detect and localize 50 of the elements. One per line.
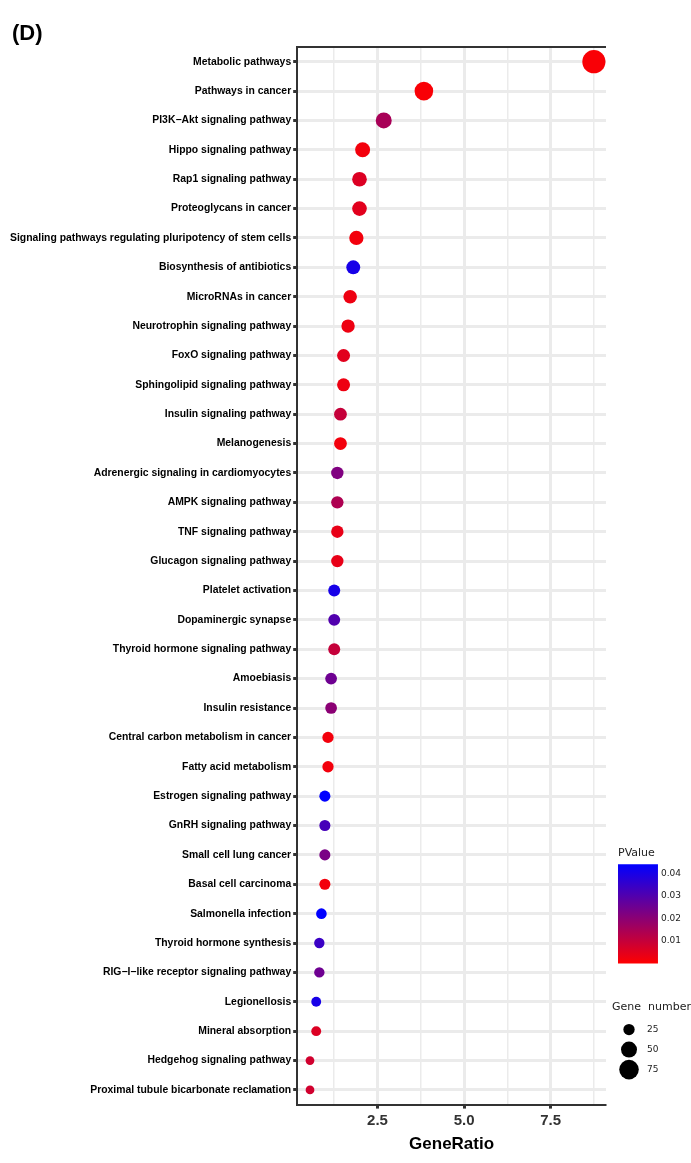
y-tick-label: Proteoglycans in cancer [171, 202, 292, 214]
y-tick-label: Neurotrophin signaling pathway [132, 319, 292, 331]
y-tick-label: GnRH signaling pathway [168, 819, 292, 831]
y-tick-label: MicroRNAs in cancer [186, 290, 292, 302]
y-tick-label: Sphingolipid signaling pathway [135, 378, 292, 390]
x-tick-label: 7.5 [540, 1110, 562, 1128]
y-tick-label: TNF signaling pathway [178, 525, 292, 537]
y-tick-label: Basal cell carcinoma [188, 878, 292, 890]
color-bar-label: 0.01 [660, 934, 682, 945]
x-tick-label: 2.5 [367, 1110, 388, 1128]
y-tick-label: Proximal tubule bicarbonate reclamation [90, 1083, 292, 1095]
color-bar-label: 0.02 [660, 912, 682, 923]
y-tick-label: Adrenergic signaling in cardiomyocytes [93, 466, 292, 478]
y-tick-label: Biosynthesis of antibiotics [158, 261, 292, 273]
y-tick-label: Hedgehog signaling pathway [147, 1054, 292, 1066]
y-tick-label: Metabolic pathways [193, 55, 292, 67]
y-tick-label: PI3K−Akt signaling pathway [152, 114, 292, 126]
y-tick-label: Rap1 signaling pathway [172, 173, 292, 185]
color-bar-title: PValue [618, 846, 656, 860]
legend-label: 50 [647, 1043, 659, 1054]
color-bar-label: 0.03 [660, 889, 682, 900]
text: (D) [12, 20, 43, 45]
color-bar-label: 0.04 [660, 867, 682, 878]
y-tick-label: RIG−I−like receptor signaling pathway [102, 966, 292, 978]
y-tick-label: Salmonella infection [190, 907, 292, 919]
y-tick-label: Pathways in cancer [194, 84, 292, 96]
y-tick-label: Central carbon metabolism in cancer [108, 731, 292, 743]
y-tick-label: Signaling pathways regulating pluripotency of stem cells [9, 231, 292, 243]
y-tick-label: Dopaminergic synapse [177, 613, 292, 625]
y-tick-label: FoxO signaling pathway [171, 349, 292, 361]
y-tick-label: Hippo signaling pathway [168, 143, 292, 155]
y-tick-label: Estrogen signaling pathway [153, 789, 292, 801]
y-tick-label: Thyroid hormone synthesis [154, 936, 292, 948]
y-tick-label: Thyroid hormone signaling pathway [112, 643, 292, 655]
x-axis-title: GeneRatio [409, 1134, 495, 1154]
y-tick-label: Insulin signaling pathway [164, 408, 292, 420]
y-tick-label: Platelet activation [202, 584, 292, 596]
y-tick-label: Mineral absorption [198, 1025, 292, 1037]
y-tick-label: Fatty acid metabolism [182, 760, 292, 772]
y-tick-label: AMPK signaling pathway [167, 496, 292, 508]
y-tick-label: Melanogenesis [216, 437, 292, 449]
legend-label: 75 [647, 1063, 659, 1074]
y-tick-label: Glucagon signaling pathway [150, 554, 292, 566]
y-tick-label: Legionellosis [224, 995, 292, 1007]
x-tick-label: 5.0 [453, 1110, 475, 1128]
y-tick-label: Insulin resistance [203, 701, 292, 713]
y-tick-label: Amoebiasis [232, 672, 292, 684]
legend-label: 25 [647, 1023, 659, 1034]
y-tick-label: Small cell lung cancer [182, 848, 292, 860]
legend-title: Gene number [612, 1000, 691, 1014]
